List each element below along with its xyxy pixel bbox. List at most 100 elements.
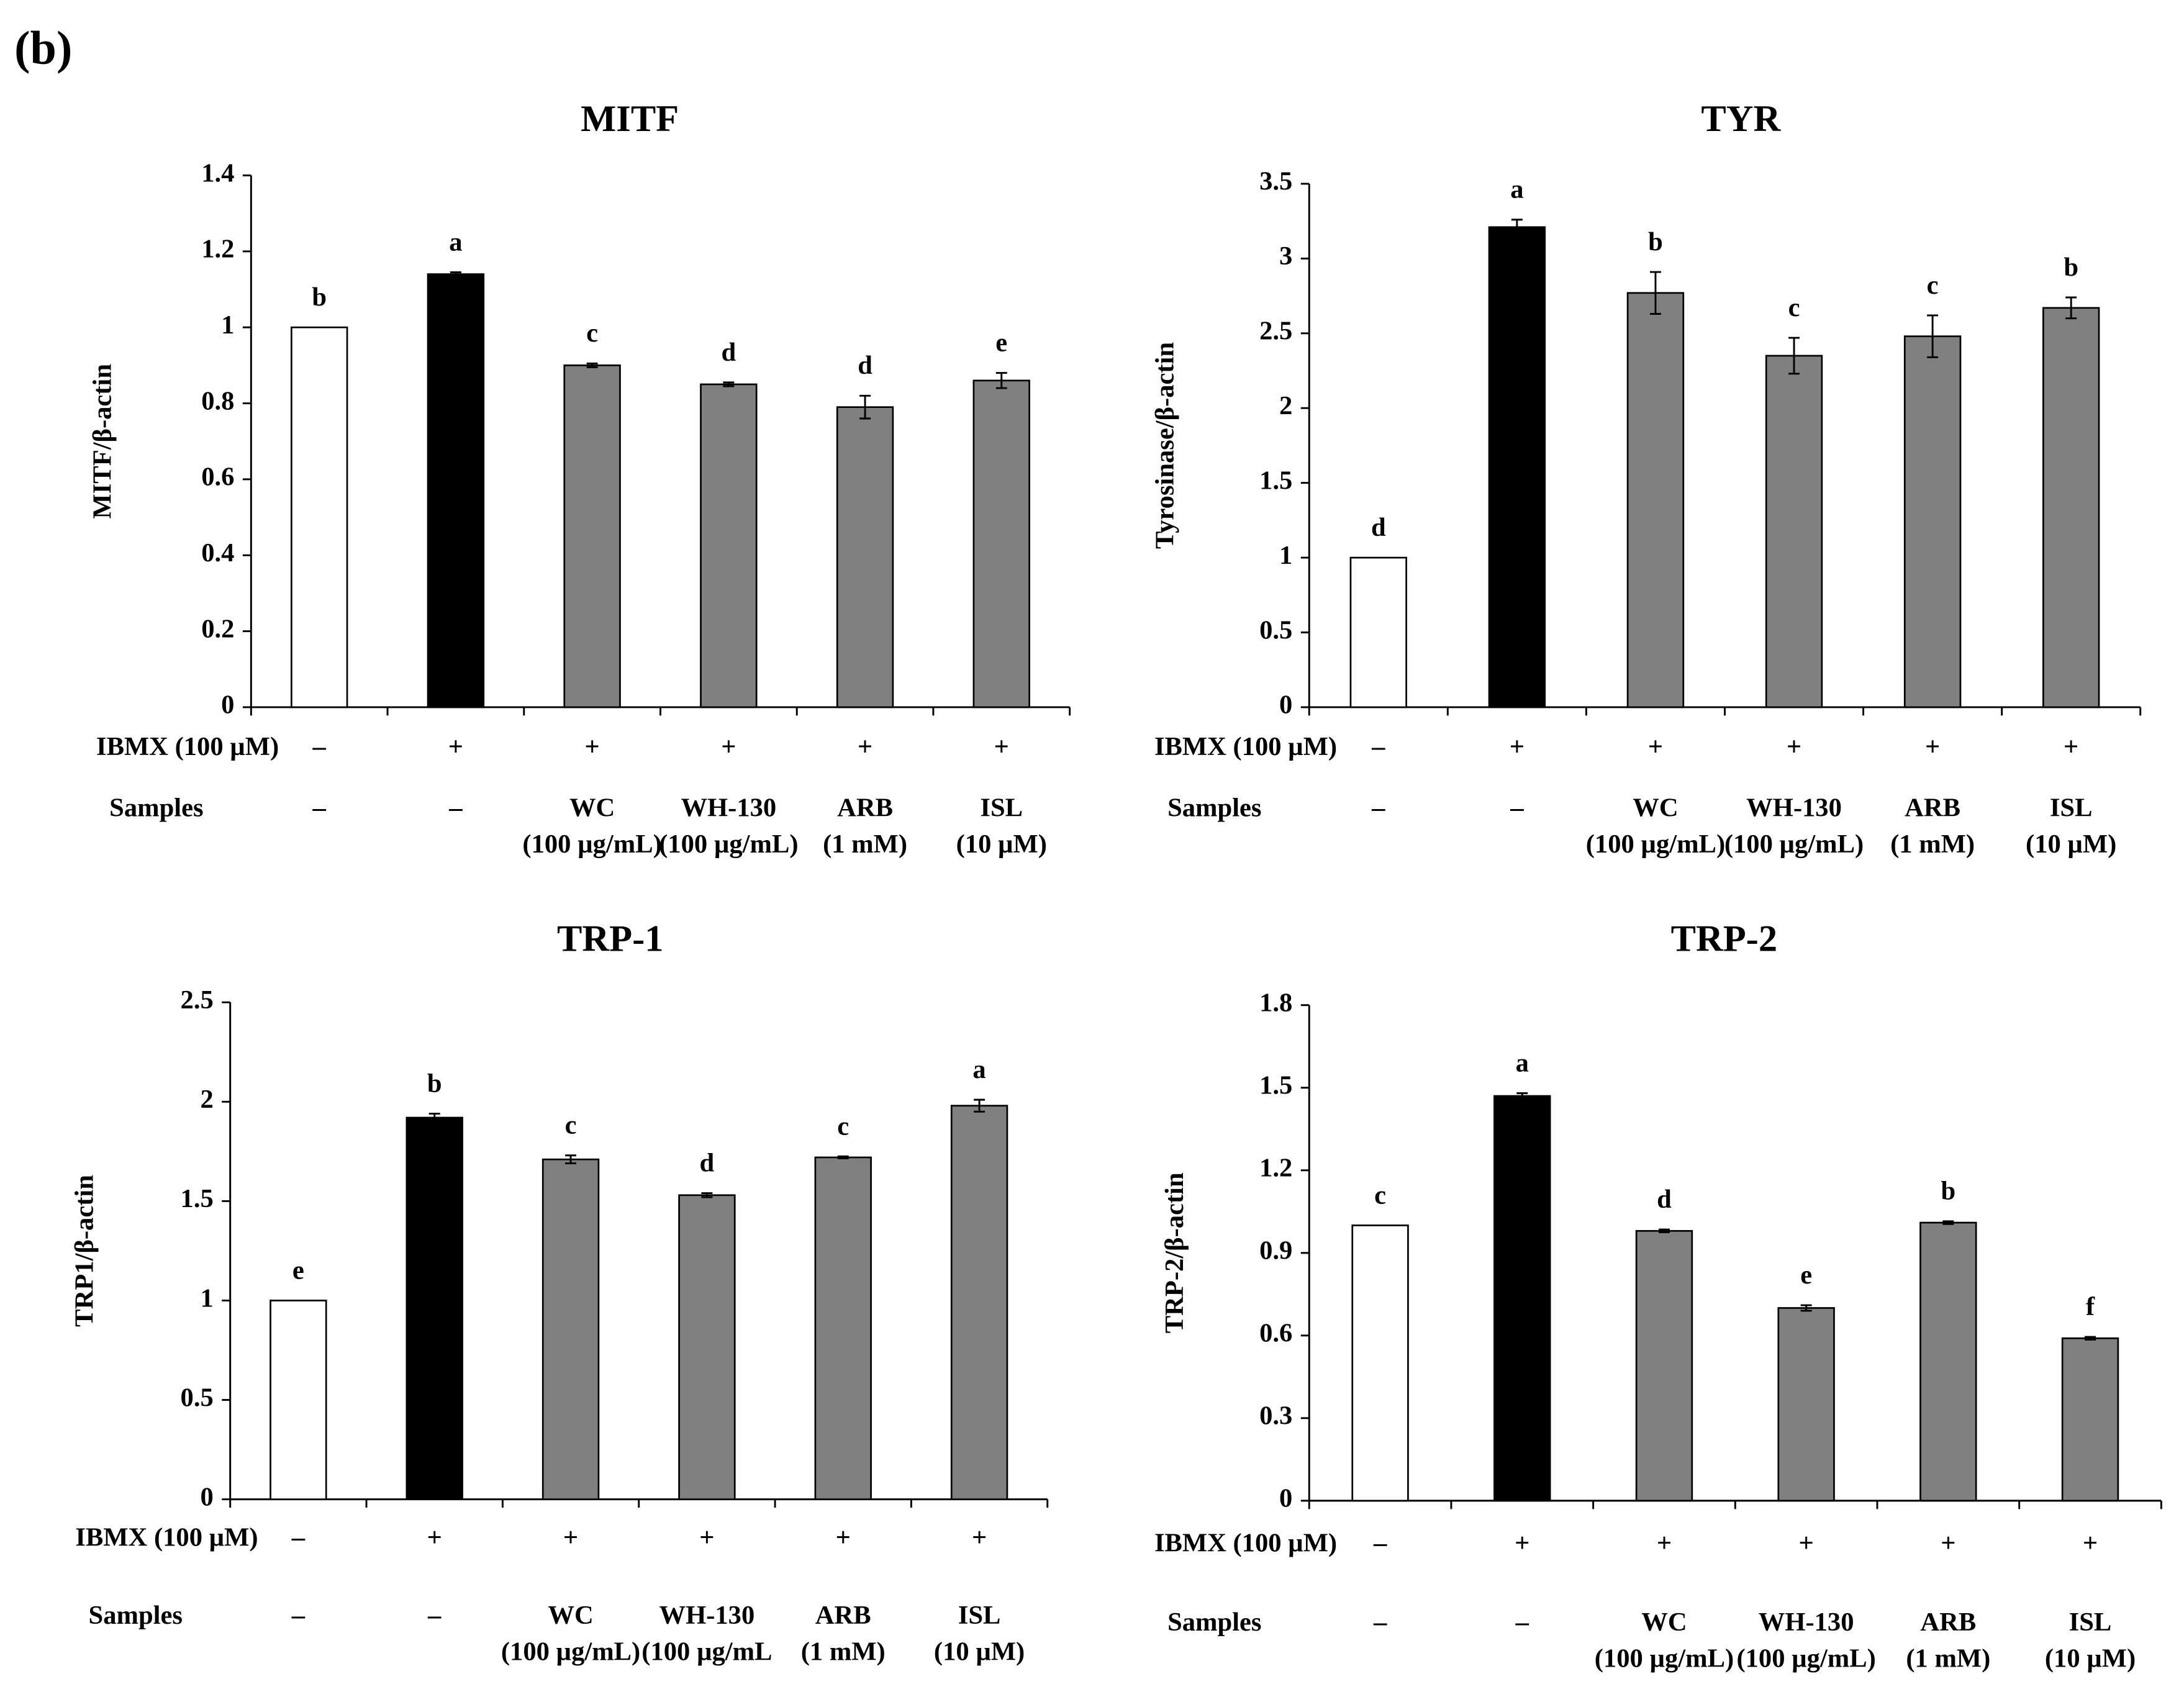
row-cell: (100 µg/mL)	[659, 830, 798, 859]
row-cell: ARB	[837, 794, 893, 823]
row-cell: +	[1515, 1528, 1529, 1557]
bar	[541, 1158, 600, 1500]
row-cell: +	[2083, 1528, 2098, 1557]
bar	[1765, 355, 1823, 708]
row-cell: +	[1648, 732, 1663, 761]
y-tick-label: 1	[201, 1283, 214, 1313]
row-label: Samples	[1167, 1608, 1261, 1637]
row-cell: +	[1510, 732, 1525, 761]
bar	[563, 364, 621, 708]
bar	[291, 326, 348, 708]
row-cell: WH-130	[681, 794, 776, 823]
significance-letter: e	[1800, 1260, 1812, 1290]
y-axis-label: Tyrosinase/β-actin	[1150, 342, 1179, 549]
y-tick-label: 2	[1279, 391, 1292, 420]
row-cell: +	[1657, 1528, 1672, 1557]
y-axis-label: MITF/β-actin	[88, 364, 117, 519]
row-cell: +	[427, 1523, 442, 1552]
bar	[2042, 307, 2100, 708]
bar	[427, 273, 485, 708]
row-cell: +	[448, 732, 463, 761]
row-cell: WH-130	[659, 1601, 755, 1630]
bar	[1777, 1307, 1835, 1502]
bar	[2061, 1337, 2119, 1502]
y-tick-label: 2.5	[1259, 317, 1292, 346]
row-cell: WC	[1641, 1608, 1687, 1637]
chart-title: TRP-1	[557, 918, 663, 960]
row-label: IBMX (100 µM)	[1154, 732, 1337, 761]
y-tick-label: 0	[201, 1482, 214, 1511]
significance-letter: d	[721, 338, 736, 367]
error-bar	[974, 1098, 986, 1113]
bar	[1488, 226, 1546, 708]
row-cell: +	[972, 1523, 987, 1552]
error-bar	[2085, 1336, 2096, 1341]
significance-letter: d	[858, 351, 872, 380]
row-cell: (10 µM)	[956, 830, 1047, 859]
significance-letter: c	[1374, 1180, 1386, 1210]
row-cell: –	[1371, 794, 1385, 823]
significance-letter: b	[1648, 227, 1663, 256]
row-label: Samples	[1167, 794, 1261, 823]
y-tick-label: 0.5	[1259, 615, 1292, 645]
row-cell: –	[448, 794, 463, 823]
significance-letter: b	[427, 1069, 442, 1098]
row-cell: (1 mM)	[1906, 1644, 1990, 1673]
row-cell: (1 mM)	[1890, 830, 1975, 859]
y-tick-label: 1.2	[201, 235, 234, 264]
y-tick-label: 0.2	[201, 614, 234, 643]
row-cell: –	[1373, 1528, 1387, 1557]
row-cell: (10 µM)	[934, 1637, 1025, 1666]
y-tick-label: 2.5	[181, 985, 214, 1015]
row-cell: –	[1373, 1608, 1387, 1637]
row-cell: +	[563, 1523, 578, 1552]
row-cell: –	[427, 1601, 442, 1630]
error-bar	[701, 1192, 713, 1198]
row-cell: –	[1515, 1608, 1529, 1637]
bar	[950, 1105, 1008, 1500]
y-tick-label: 0.6	[201, 463, 234, 492]
row-cell: (100 µg/mL)	[1736, 1644, 1875, 1673]
row-cell: ARB	[815, 1601, 871, 1630]
y-tick-label: 0.5	[181, 1383, 214, 1412]
bar	[1351, 1224, 1409, 1502]
error-bar	[1927, 314, 1939, 358]
row-cell: WC	[548, 1601, 593, 1630]
error-bar	[2065, 296, 2077, 320]
y-tick-label: 0	[1279, 1484, 1292, 1513]
error-bar	[1942, 1220, 1954, 1225]
significance-letter: e	[292, 1256, 304, 1285]
significance-letter: d	[1657, 1185, 1672, 1214]
row-label: Samples	[109, 794, 203, 823]
row-cell: +	[836, 1523, 851, 1552]
bar	[678, 1194, 736, 1500]
chart-title: MITF	[581, 98, 679, 140]
row-cell: (10 µM)	[2045, 1644, 2136, 1673]
bar	[1919, 1221, 1977, 1502]
panel-label: (b)	[14, 22, 72, 75]
bar	[1349, 556, 1407, 708]
chart-title: TRP-2	[1671, 918, 1777, 960]
error-bar	[565, 1154, 577, 1165]
row-cell: (100 µg/mL)	[522, 830, 661, 859]
row-cell: ARB	[1905, 794, 1960, 823]
row-cell: +	[994, 732, 1009, 761]
row-label: IBMX (100 µM)	[75, 1523, 258, 1552]
error-bar	[1516, 1092, 1528, 1100]
y-tick-label: 0.9	[1259, 1236, 1292, 1265]
y-tick-label: 1.5	[1259, 466, 1292, 495]
error-bar	[586, 362, 598, 368]
significance-letter: b	[312, 283, 327, 312]
y-tick-label: 1.2	[1259, 1154, 1292, 1183]
row-label: Samples	[89, 1601, 183, 1630]
error-bar	[450, 271, 461, 278]
row-cell: ISL	[2050, 794, 2093, 823]
row-label: IBMX (100 µM)	[1154, 1528, 1337, 1557]
y-tick-label: 1.5	[1259, 1071, 1292, 1100]
row-cell: ISL	[980, 794, 1023, 823]
row-cell: –	[312, 732, 327, 761]
row-cell: +	[584, 732, 599, 761]
bar	[1493, 1095, 1551, 1502]
row-cell: ISL	[958, 1601, 1001, 1630]
row-cell: (100 µg/mL)	[501, 1637, 640, 1666]
